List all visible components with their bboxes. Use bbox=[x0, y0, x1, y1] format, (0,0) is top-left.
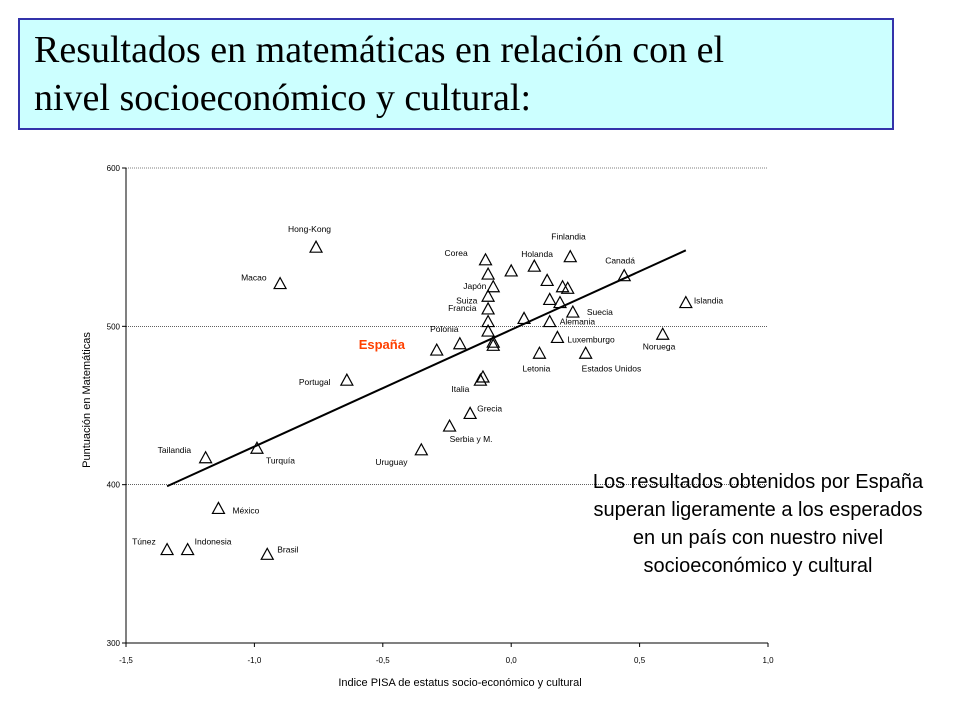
data-label: Polonia bbox=[430, 324, 459, 334]
data-point bbox=[532, 345, 547, 359]
data-label: Portugal bbox=[299, 377, 331, 387]
data-label: Tailandia bbox=[158, 445, 192, 455]
data-label: México bbox=[232, 505, 259, 515]
data-label: Grecia bbox=[477, 403, 502, 413]
data-point bbox=[486, 334, 501, 348]
data-point bbox=[473, 372, 488, 386]
data-label: Brasil bbox=[277, 544, 298, 554]
data-point bbox=[414, 442, 429, 456]
title-line-2: nivel socioeconómico y cultural: bbox=[34, 77, 532, 119]
x-tick-label: -1,0 bbox=[248, 656, 262, 665]
data-point bbox=[527, 258, 542, 272]
data-point bbox=[481, 301, 496, 315]
data-point bbox=[452, 336, 467, 350]
data-label: Serbia y M. bbox=[450, 434, 493, 444]
x-tick-label: 1,0 bbox=[762, 656, 774, 665]
data-point bbox=[517, 311, 532, 325]
data-label: Islandia bbox=[694, 296, 724, 306]
data-point bbox=[211, 501, 226, 515]
data-label: Suecia bbox=[587, 307, 613, 317]
data-point bbox=[478, 252, 493, 266]
x-tick-label: 0,0 bbox=[506, 656, 518, 665]
data-label: Letonia bbox=[522, 363, 550, 373]
data-label: Túnez bbox=[132, 537, 156, 547]
data-label: Noruega bbox=[643, 341, 676, 351]
data-label: Indonesia bbox=[195, 537, 232, 547]
data-point bbox=[578, 345, 593, 359]
data-point bbox=[542, 314, 557, 328]
y-tick-label: 500 bbox=[107, 322, 121, 331]
data-label: Turquía bbox=[266, 455, 295, 465]
data-point bbox=[655, 326, 670, 340]
slide-title: Resultados en matemáticas en relación co… bbox=[34, 26, 892, 122]
y-tick-label: 600 bbox=[107, 164, 121, 173]
data-point bbox=[560, 281, 575, 294]
x-tick-label: -0,5 bbox=[376, 656, 390, 665]
data-point bbox=[442, 418, 457, 432]
data-label: Alemania bbox=[560, 317, 596, 327]
data-point bbox=[486, 279, 501, 293]
data-label: Corea bbox=[445, 248, 468, 258]
data-label: España bbox=[359, 337, 406, 352]
y-tick-label: 400 bbox=[107, 481, 121, 490]
data-point bbox=[475, 369, 490, 383]
data-point bbox=[565, 304, 580, 318]
data-label: Suiza bbox=[456, 295, 478, 305]
y-tick-label: 300 bbox=[107, 639, 121, 648]
trend-line-group bbox=[166, 249, 687, 488]
data-point bbox=[249, 440, 264, 454]
data-point bbox=[486, 338, 501, 351]
data-point bbox=[198, 450, 213, 464]
data-point bbox=[180, 542, 195, 556]
data-point bbox=[504, 263, 519, 277]
axes bbox=[125, 168, 768, 644]
x-tick-label: 0,5 bbox=[634, 656, 646, 665]
data-point bbox=[678, 295, 693, 309]
data-point bbox=[481, 266, 496, 280]
data-point bbox=[339, 372, 354, 386]
data-point bbox=[160, 542, 175, 556]
data-point bbox=[260, 547, 275, 560]
data-point bbox=[481, 314, 496, 328]
y-axis-title: Puntuación en Matemáticas bbox=[81, 332, 93, 468]
data-label: Holanda bbox=[521, 249, 553, 259]
data-label: Francia bbox=[448, 303, 477, 313]
title-line-1: Resultados en matemáticas en relación co… bbox=[34, 29, 725, 71]
trend-line bbox=[166, 249, 687, 488]
data-label: Macao bbox=[241, 273, 267, 283]
data-label: Canadá bbox=[605, 256, 635, 266]
data-point bbox=[273, 276, 288, 290]
title-box: Resultados en matemáticas en relación co… bbox=[18, 18, 894, 130]
annotation-text: Los resultados obtenidos por España supe… bbox=[592, 471, 924, 577]
data-points: Hong-Kong Macao Corea Japón Holanda Finlandia… bbox=[132, 224, 724, 560]
data-point bbox=[481, 323, 496, 337]
data-point bbox=[617, 268, 632, 282]
data-point bbox=[555, 279, 570, 293]
data-label: Estados Unidos bbox=[582, 363, 642, 373]
data-point bbox=[550, 330, 565, 344]
data-point bbox=[542, 292, 557, 306]
data-label: Luxemburgo bbox=[567, 334, 615, 344]
data-point bbox=[463, 406, 478, 420]
data-point bbox=[552, 295, 568, 309]
data-label: Italia bbox=[451, 384, 469, 394]
data-label: Uruguay bbox=[375, 457, 408, 467]
tick-labels: 300 400 500 600 -1,5 -1,0 -0,5 0,0 0,5 1,0 bbox=[107, 164, 774, 665]
data-label: Finlandia bbox=[551, 232, 586, 242]
grid-lines bbox=[126, 167, 768, 485]
data-label: Hong-Kong bbox=[288, 224, 331, 234]
x-axis-title: Indice PISA de estatus socio-económico y… bbox=[338, 677, 581, 689]
data-point bbox=[563, 249, 578, 263]
data-point bbox=[309, 239, 324, 253]
data-point bbox=[481, 288, 496, 302]
data-point bbox=[429, 342, 444, 356]
x-tick-label: -1,5 bbox=[119, 656, 133, 665]
data-label: Japón bbox=[463, 281, 486, 291]
data-point bbox=[540, 273, 555, 287]
